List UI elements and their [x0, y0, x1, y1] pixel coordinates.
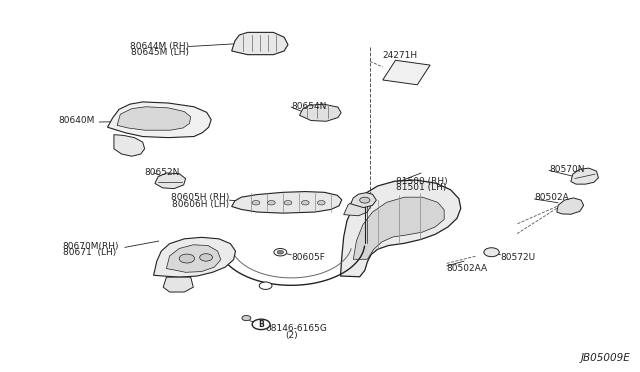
- Circle shape: [242, 315, 251, 321]
- Circle shape: [484, 248, 499, 257]
- Polygon shape: [108, 102, 211, 138]
- Polygon shape: [232, 192, 342, 213]
- Text: 80644M (RH): 80644M (RH): [130, 42, 189, 51]
- Circle shape: [179, 254, 195, 263]
- Text: 80652N: 80652N: [144, 169, 179, 177]
- Text: 80502AA: 80502AA: [447, 264, 488, 273]
- Circle shape: [317, 201, 325, 205]
- Polygon shape: [163, 277, 193, 292]
- Text: JB05009E: JB05009E: [580, 353, 630, 363]
- Polygon shape: [166, 245, 221, 272]
- Text: B: B: [259, 320, 264, 329]
- Polygon shape: [114, 135, 145, 156]
- Text: 80606H (LH): 80606H (LH): [172, 200, 229, 209]
- Polygon shape: [571, 168, 598, 184]
- Text: 80605F: 80605F: [291, 253, 325, 262]
- Text: 80640M: 80640M: [58, 116, 95, 125]
- Polygon shape: [117, 107, 191, 130]
- Polygon shape: [232, 32, 288, 55]
- Text: 80502A: 80502A: [534, 193, 569, 202]
- Text: 81501 (LH): 81501 (LH): [396, 183, 446, 192]
- Text: 24271H: 24271H: [383, 51, 418, 60]
- Circle shape: [268, 201, 275, 205]
- Polygon shape: [351, 193, 376, 208]
- Text: 80654N: 80654N: [291, 102, 326, 110]
- Text: 08146-6165G: 08146-6165G: [266, 324, 328, 333]
- Polygon shape: [340, 180, 461, 277]
- Circle shape: [301, 201, 309, 205]
- Text: (2): (2): [285, 331, 298, 340]
- Text: 80670M(RH): 80670M(RH): [63, 242, 119, 251]
- Circle shape: [259, 282, 272, 289]
- Polygon shape: [383, 60, 430, 85]
- Circle shape: [252, 319, 270, 330]
- Circle shape: [200, 254, 212, 261]
- Text: 80570N: 80570N: [549, 165, 584, 174]
- Circle shape: [252, 201, 260, 205]
- Circle shape: [277, 250, 284, 254]
- Text: 80671  (LH): 80671 (LH): [63, 248, 116, 257]
- Circle shape: [284, 201, 292, 205]
- Circle shape: [360, 197, 370, 203]
- Polygon shape: [353, 197, 444, 259]
- Polygon shape: [155, 173, 186, 189]
- Circle shape: [274, 248, 287, 256]
- Polygon shape: [557, 198, 584, 214]
- Text: 80605H (RH): 80605H (RH): [171, 193, 229, 202]
- Polygon shape: [154, 237, 236, 277]
- Text: 80645M (LH): 80645M (LH): [131, 48, 189, 57]
- Polygon shape: [300, 104, 341, 121]
- Text: 81500 (RH): 81500 (RH): [396, 177, 447, 186]
- Polygon shape: [344, 200, 371, 216]
- Text: 80572U: 80572U: [500, 253, 536, 262]
